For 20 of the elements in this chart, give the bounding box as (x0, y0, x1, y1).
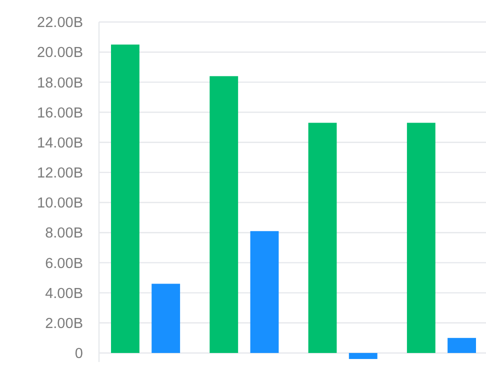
y-tick-label: 2.00B (45, 316, 83, 332)
y-tick-label: 22.00B (37, 15, 83, 32)
bar (152, 284, 180, 353)
y-tick-label: 12.00B (37, 166, 83, 182)
y-tick-label: 14.00B (37, 135, 83, 152)
bar (308, 122, 337, 353)
bar (348, 352, 378, 359)
y-tick-label: 0 (74, 346, 83, 362)
y-tick-label: 6.00B (45, 256, 83, 272)
bar (250, 231, 279, 353)
bar (406, 122, 436, 353)
bar (210, 76, 238, 353)
bar (448, 338, 476, 353)
y-tick-label: 10.00B (37, 196, 83, 212)
y-tick-label: 20.00B (37, 45, 83, 62)
y-tick-label: 8.00B (45, 226, 83, 242)
y-tick-label: 18.00B (37, 75, 83, 92)
y-tick-label: 4.00B (45, 286, 83, 302)
y-tick-label: 16.00B (37, 105, 83, 122)
bar (111, 44, 140, 353)
